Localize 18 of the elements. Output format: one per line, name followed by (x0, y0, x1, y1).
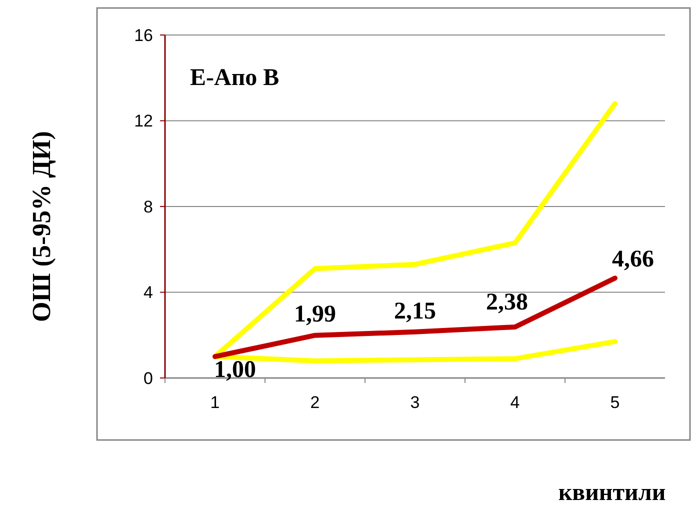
x-tick-label: 3 (410, 393, 420, 412)
y-tick-label: 0 (144, 368, 153, 388)
y-tick-label: 8 (144, 197, 153, 216)
data-label: 1,99 (294, 302, 336, 328)
data-label: 4,66 (612, 246, 654, 272)
x-axis-title: квинтили (558, 480, 666, 506)
text: Е-Апо В (190, 65, 280, 91)
x-tick-label: 5 (610, 393, 620, 412)
data-label: 1,00 (214, 356, 256, 383)
y-axis-title: ОШ (5-95% ДИ) (27, 131, 56, 322)
x-tick-label: 4 (510, 393, 520, 412)
data-label: 2,38 (486, 289, 528, 316)
y-tick-label: 4 (144, 283, 153, 302)
x-tick-label: 1 (210, 393, 220, 412)
x-tick-label: 2 (310, 393, 320, 412)
y-tick-label: 12 (134, 112, 153, 131)
y-tick-label: 16 (134, 26, 153, 45)
data-label: 2,15 (394, 298, 436, 324)
